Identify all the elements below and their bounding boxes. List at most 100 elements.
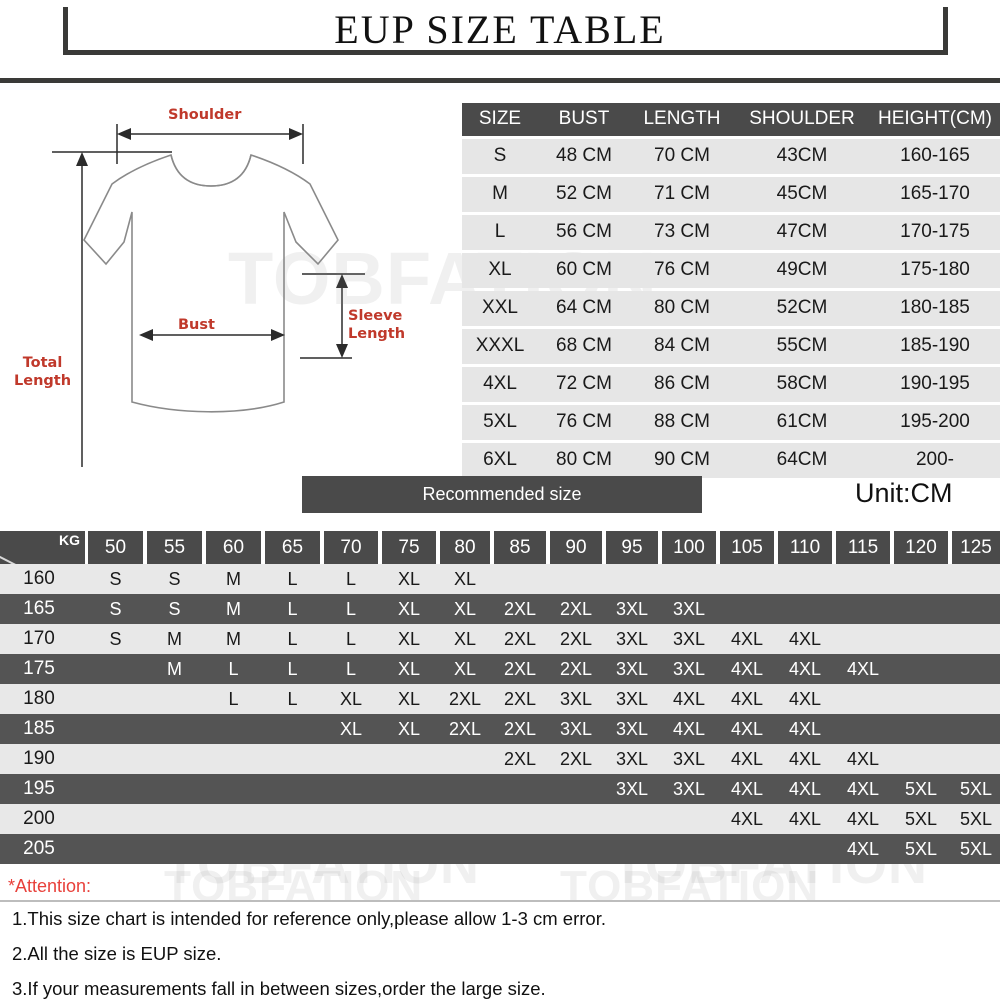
matrix-size-cell: L — [228, 688, 239, 709]
matrix-size-cell: XL — [397, 718, 421, 739]
matrix-height-header: 165 — [23, 598, 55, 619]
bust-label: Bust — [178, 317, 215, 333]
matrix-row: 190 2XL 2XL 3XL 3XL 4XL 4XL 4XL — [0, 744, 1000, 774]
total-length-label-line1: Total — [22, 355, 63, 371]
size-table-header-shoulder: SHOULDER — [734, 103, 870, 136]
size-table-cell: 43CM — [734, 139, 870, 174]
matrix-weight-header: 70 — [324, 531, 378, 564]
matrix-row: 185 XL XL 2XL 2XL 3XL 3XL 4XL 4XL 4XL — [0, 714, 1000, 744]
matrix-size-cell: 2XL — [503, 628, 537, 649]
matrix-size-cell: 3XL — [615, 688, 649, 709]
matrix-size-cell: S — [109, 568, 122, 589]
matrix-height-header: 160 — [23, 568, 55, 589]
matrix-size-cell: 4XL — [788, 748, 822, 769]
matrix-weight-header: 60 — [206, 531, 261, 564]
size-table-cell: 175-180 — [870, 253, 1000, 288]
matrix-size-cell: S — [109, 598, 122, 619]
matrix-size-cell: L — [345, 658, 356, 679]
size-table-cell: XL — [462, 253, 538, 288]
matrix-size-cell: 2XL — [448, 718, 482, 739]
matrix-height-header: 205 — [23, 838, 55, 859]
matrix-size-cell: 3XL — [672, 658, 706, 679]
matrix-size-cell: 2XL — [503, 658, 537, 679]
matrix-size-cell: 3XL — [559, 718, 593, 739]
size-table-cell: M — [462, 177, 538, 212]
matrix-size-cell: L — [287, 628, 298, 649]
matrix-size-cell: M — [226, 598, 241, 619]
size-table-cell: 200- — [870, 443, 1000, 478]
size-table-cell: 64CM — [734, 443, 870, 478]
matrix-size-cell: XL — [397, 568, 421, 589]
matrix-size-cell: 3XL — [672, 628, 706, 649]
matrix-height-header: 170 — [23, 628, 55, 649]
matrix-size-cell: 3XL — [672, 598, 706, 619]
matrix-size-cell: 4XL — [788, 718, 822, 739]
matrix-size-cell: 3XL — [615, 748, 649, 769]
matrix-size-cell: 4XL — [788, 808, 822, 829]
matrix-row: 205 4XL 5XL 5XL — [0, 834, 1000, 864]
matrix-size-cell: 4XL — [730, 688, 764, 709]
matrix-size-cell: M — [167, 658, 182, 679]
size-table-row: M 52 CM 71 CM 45CM 165-170 — [462, 177, 1000, 212]
matrix-size-cell: 2XL — [448, 688, 482, 709]
size-table-row: 5XL 76 CM 88 CM 61CM 195-200 — [462, 405, 1000, 440]
matrix-weight-header: 90 — [550, 531, 602, 564]
attention-note: 2.All the size is EUP size. — [12, 943, 222, 964]
matrix-size-cell: 4XL — [788, 628, 822, 649]
matrix-row: 180 L L XL XL 2XL 2XL 3XL 3XL 4XL 4XL 4XL — [0, 684, 1000, 714]
matrix-size-cell: 5XL — [904, 778, 938, 799]
matrix-weight-header: 55 — [147, 531, 202, 564]
size-table-body: S 48 CM 70 CM 43CM 160-165 M 52 CM 71 CM 45CM 165… — [462, 139, 1000, 478]
size-table-cell: 84 CM — [630, 329, 734, 364]
matrix-size-cell: M — [226, 628, 241, 649]
size-table-cell: 48 CM — [538, 139, 630, 174]
recommended-size-label: Recommended size — [422, 484, 582, 504]
matrix-size-cell: XL — [339, 718, 363, 739]
attention-note: 1.This size chart is intended for refere… — [12, 908, 606, 929]
size-table-cell: 86 CM — [630, 367, 734, 402]
matrix-height-header: 180 — [23, 688, 55, 709]
size-table-cell: 80 CM — [538, 443, 630, 478]
page-title: EUP SIZE TABLE — [334, 7, 666, 52]
matrix-size-cell: M — [226, 568, 241, 589]
matrix-weight-header: 65 — [265, 531, 320, 564]
size-table-cell: S — [462, 139, 538, 174]
title-bracket-right — [760, 7, 948, 55]
size-table-cell: 71 CM — [630, 177, 734, 212]
attention-divider — [0, 900, 1000, 902]
attention-note: 3.If your measurements fall in between s… — [12, 978, 546, 999]
matrix-weight-header: 50 — [88, 531, 143, 564]
size-table-header-row: SIZE BUST LENGTH SHOULDER HEIGHT(CM) — [462, 103, 1000, 136]
size-table-row: XXL 64 CM 80 CM 52CM 180-185 — [462, 291, 1000, 326]
matrix-size-cell: XL — [397, 598, 421, 619]
size-table-header-length: LENGTH — [630, 103, 734, 136]
matrix-size-cell: L — [287, 658, 298, 679]
size-table-cell: 88 CM — [630, 405, 734, 440]
matrix-size-cell: 4XL — [672, 718, 706, 739]
matrix-size-cell: 2XL — [503, 688, 537, 709]
corner-kg-label: KG — [59, 532, 80, 548]
matrix-row: 200 4XL 4XL 4XL 5XL 5XL — [0, 804, 1000, 834]
matrix-size-cell: 4XL — [846, 778, 880, 799]
matrix-weight-header: 100 — [662, 531, 716, 564]
matrix-size-cell: 3XL — [615, 718, 649, 739]
matrix-size-cell: 4XL — [730, 808, 764, 829]
matrix-size-cell: L — [287, 568, 298, 589]
matrix-weight-header: 125 — [952, 531, 1000, 564]
matrix-size-cell: L — [345, 628, 356, 649]
matrix-size-cell: XL — [453, 658, 477, 679]
matrix-size-cell: 3XL — [615, 658, 649, 679]
size-table-row: XXXL 68 CM 84 CM 55CM 185-190 — [462, 329, 1000, 364]
size-table-row: S 48 CM 70 CM 43CM 160-165 — [462, 139, 1000, 174]
size-table-cell: 6XL — [462, 443, 538, 478]
matrix-size-cell: 3XL — [615, 598, 649, 619]
size-table-cell: 55CM — [734, 329, 870, 364]
title-bracket-left — [63, 7, 253, 55]
matrix-row: 170 S M M L L XL XL 2XL 2XL 3XL 3XL 4XL 4XL — [0, 624, 1000, 654]
matrix-size-cell: XL — [453, 628, 477, 649]
sleeve-length-label-line1: Sleeve — [348, 308, 403, 324]
matrix-weight-header: 105 — [720, 531, 774, 564]
size-table-row: 6XL 80 CM 90 CM 64CM 200- — [462, 443, 1000, 478]
sleeve-length-label: Sleeve Length — [348, 307, 405, 343]
size-table-cell: 52 CM — [538, 177, 630, 212]
